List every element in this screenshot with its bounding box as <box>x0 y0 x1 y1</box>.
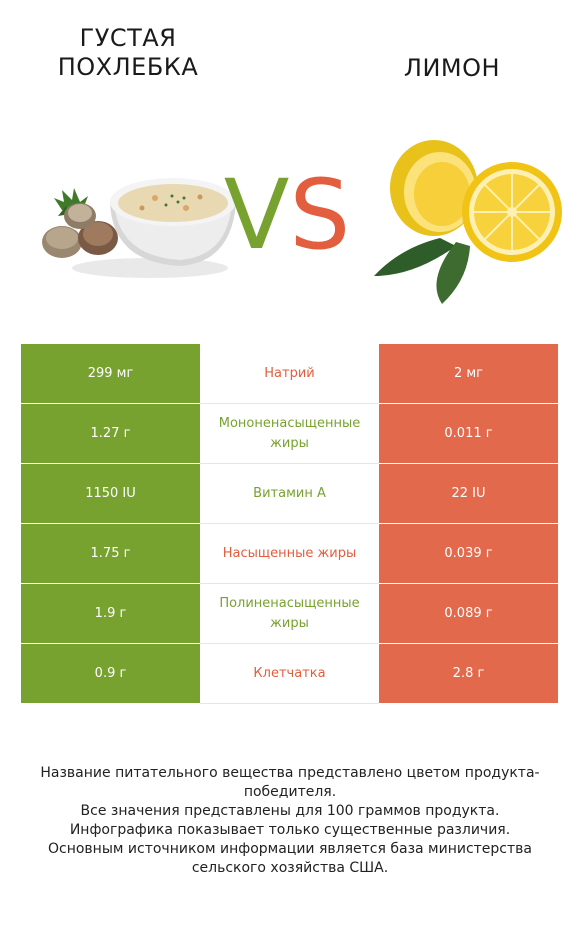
footnote: Название питательного вещества представл… <box>20 764 560 878</box>
comparison-table: 299 мг Натрий 2 мг 1.27 г Мононенасыщенные ж… <box>21 344 558 704</box>
left-value: 1.27 г <box>21 403 200 464</box>
lemon-illustration <box>374 140 562 304</box>
nutrient-name: Натрий <box>200 344 379 404</box>
left-value: 299 мг <box>21 344 200 404</box>
footnote-line: Название питательного вещества представл… <box>40 765 540 800</box>
table-row: 1.75 г Насыщенные жиры 0.039 г <box>21 523 558 584</box>
footnote-line: Инфографика показывает только существенн… <box>69 822 511 838</box>
nutrient-name: Насыщенные жиры <box>200 523 379 584</box>
right-value: 0.011 г <box>379 403 558 464</box>
footnote-line: Все значения представлены для 100 граммо… <box>80 803 500 819</box>
chowder-illustration <box>42 178 236 278</box>
left-value: 1150 IU <box>21 463 200 524</box>
right-value: 0.089 г <box>379 583 558 644</box>
right-product-title: ЛИМОН <box>403 54 501 82</box>
nutrient-name: Витамин A <box>200 463 379 524</box>
right-value: 2 мг <box>379 344 558 404</box>
table-row: 0.9 г Клетчатка 2.8 г <box>21 643 558 704</box>
left-product-title: ГУСТАЯ ПОХЛЕБКА <box>57 24 199 81</box>
nutrient-name: Мононенасыщенные жиры <box>200 403 379 464</box>
table-row: 299 мг Натрий 2 мг <box>21 344 558 404</box>
left-value: 0.9 г <box>21 643 200 704</box>
table-row: 1.27 г Мононенасыщенные жиры 0.011 г <box>21 403 558 464</box>
left-value: 1.9 г <box>21 583 200 644</box>
right-value: 22 IU <box>379 463 558 524</box>
nutrient-name: Клетчатка <box>200 643 379 704</box>
nutrient-name: Полиненасыщенные жиры <box>200 583 379 644</box>
vs-badge: VS <box>223 159 351 271</box>
table-row: 1150 IU Витамин A 22 IU <box>21 463 558 524</box>
right-value: 0.039 г <box>379 523 558 584</box>
footnote-line: Основным источником информации является … <box>48 841 532 876</box>
left-value: 1.75 г <box>21 523 200 584</box>
right-value: 2.8 г <box>379 643 558 704</box>
table-row: 1.9 г Полиненасыщенные жиры 0.089 г <box>21 583 558 644</box>
